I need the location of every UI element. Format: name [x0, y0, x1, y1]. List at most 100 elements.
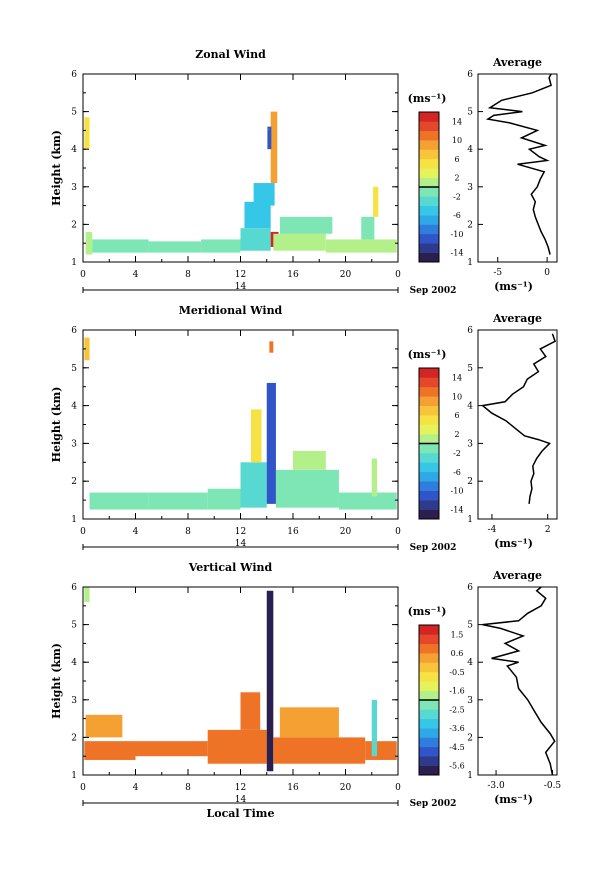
x-tick-label: 8: [185, 783, 191, 793]
heatmap-cell: [240, 228, 271, 251]
colorbar-tick-label: 0.6: [451, 649, 464, 658]
colorbar-segment: [419, 149, 439, 160]
x-tick-label: 0: [80, 527, 86, 537]
colorbar-tick-label: -10: [451, 487, 464, 496]
heatmap-cell: [267, 128, 270, 131]
colorbar-segment: [419, 415, 439, 425]
average-x-tick-label: 0: [544, 268, 550, 278]
month-label: Sep 2002: [410, 799, 457, 809]
average-y-tick-label: 6: [467, 70, 473, 80]
colorbar-segment: [419, 396, 439, 407]
colorbar: (ms⁻¹) 14 10 6 2 -2 -6 -10 -14: [408, 348, 464, 520]
heatmap-cell: [273, 233, 326, 251]
x-tick-label: 0: [395, 270, 401, 280]
colorbar-segment: [419, 424, 439, 435]
heatmap-cell: [325, 239, 397, 253]
panel-title: Vertical Wind: [188, 561, 273, 574]
average-y-tick-label: 2: [467, 477, 473, 487]
colorbar-unit: (ms⁻¹): [408, 92, 447, 105]
heatmap-cell: [275, 469, 339, 508]
colorbar-segment: [419, 377, 439, 388]
colorbar-tick-label: 10: [452, 392, 462, 401]
average-frame: [477, 586, 558, 776]
x-tick-label: 12: [235, 527, 246, 537]
average-x-unit: (ms⁻¹): [494, 537, 533, 550]
colorbar-tick-label: -2: [453, 449, 461, 458]
average-panel: Average 1 2 3 4 5 6 -3.0 -0.5 (ms⁻¹): [467, 569, 561, 806]
colorbar-segment: [419, 168, 439, 178]
date-label: 14: [235, 795, 247, 805]
average-y-tick-label: 1: [467, 515, 473, 525]
colorbar: (ms⁻¹) 14 10 6 2 -2 -6 -10 -14: [408, 92, 463, 263]
heatmap-cell: [135, 741, 208, 757]
heatmap-cell: [266, 590, 274, 772]
colorbar-tick-label: -6: [453, 468, 461, 477]
y-tick-label: 5: [71, 364, 77, 374]
y-tick-label: 6: [71, 583, 77, 593]
x-tick-label: 0: [80, 270, 86, 280]
y-tick-label: 1: [71, 515, 77, 525]
colorbar-segment: [419, 224, 439, 235]
heatmap-cell: [371, 699, 377, 757]
heatmap-cell: [207, 488, 241, 510]
average-x-unit: (ms⁻¹): [494, 793, 533, 806]
y-tick-label: 5: [71, 108, 77, 118]
heatmap-cells: [84, 587, 397, 772]
colorbar-segment: [419, 625, 439, 635]
average-y-tick-label: 4: [467, 402, 473, 412]
colorbar-segment: [419, 187, 439, 197]
colorbar-tick-label: 14: [452, 117, 462, 126]
x-tick-label: 8: [185, 527, 191, 537]
colorbar-segment: [419, 368, 439, 378]
colorbar-segment: [419, 481, 439, 491]
average-y-tick-label: 1: [467, 771, 473, 781]
colorbar-segment: [419, 205, 439, 216]
heatmap-cell: [293, 450, 326, 470]
colorbar-segment: [419, 671, 439, 682]
average-x-tick-label: 2: [545, 525, 551, 535]
y-axis-label: Height (km): [50, 387, 63, 463]
colorbar-tick-label: -2: [453, 192, 461, 201]
colorbar-unit: (ms⁻¹): [408, 348, 447, 361]
heatmap-cell: [85, 231, 93, 255]
colorbar-segment: [419, 509, 439, 520]
colorbar-segment: [419, 653, 439, 663]
x-tick-label: 16: [287, 783, 299, 793]
average-profile-line: [485, 73, 552, 255]
colorbar-unit: (ms⁻¹): [408, 605, 447, 618]
colorbar-segment: [419, 158, 439, 169]
y-tick-label: 3: [71, 183, 77, 193]
heatmap-cell: [85, 714, 123, 738]
colorbar-segment: [419, 634, 439, 645]
average-profile-line: [482, 586, 556, 776]
average-x-unit: (ms⁻¹): [494, 280, 533, 293]
average-y-tick-label: 1: [467, 258, 473, 268]
y-tick-label: 3: [71, 439, 77, 449]
heatmap-cell: [240, 692, 261, 730]
colorbar-segment: [419, 130, 439, 141]
heatmap-cell: [201, 239, 241, 253]
y-tick-label: 6: [71, 70, 77, 80]
colorbar-segment: [419, 243, 439, 253]
heatmap-cell: [240, 462, 267, 508]
heatmap-cell: [273, 737, 366, 764]
average-y-tick-label: 5: [467, 364, 473, 374]
colorbar-tick-label: 1.5: [451, 630, 464, 639]
average-x-tick-label: -3.0: [487, 781, 505, 791]
heatmap-cell: [84, 741, 136, 760]
x-tick-label: 4: [133, 527, 139, 537]
x-tick-label: 0: [395, 527, 401, 537]
average-y-tick-label: 4: [467, 145, 473, 155]
heatmap-cell: [253, 183, 275, 206]
average-panel: Average 1 2 3 4 5 6 -4 2 (ms⁻¹): [467, 312, 558, 550]
colorbar-tick-label: -14: [451, 506, 464, 515]
colorbar-segment: [419, 177, 439, 188]
colorbar-segment: [419, 386, 439, 397]
colorbar-tick-label: 2: [454, 174, 459, 183]
heatmap-cell: [361, 216, 375, 240]
heatmap-cell: [279, 216, 333, 234]
average-frame: [477, 73, 558, 263]
heatmap-cell: [84, 337, 90, 361]
